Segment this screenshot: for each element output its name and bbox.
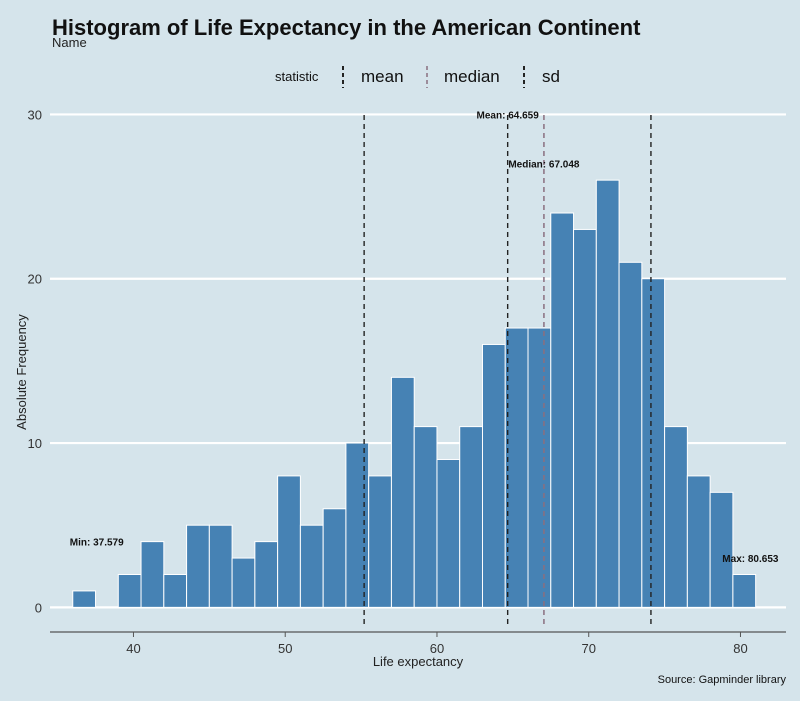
y-axis-title: Absolute Frequency: [14, 314, 29, 430]
legend: statistic mean median sd: [275, 66, 560, 88]
x-tick-label-70: 70: [581, 641, 595, 656]
histogram-bar-0: [72, 590, 97, 608]
annotation-1: Median: 67.048: [508, 160, 580, 171]
histogram-bar-20: [550, 212, 575, 608]
histogram-bar-3: [163, 573, 188, 608]
histogram-bar-24: [641, 278, 666, 608]
histogram-bar-11: [345, 442, 370, 608]
histogram-bar-12: [368, 475, 392, 608]
histogram-bar-15: [436, 458, 461, 608]
y-tick-label-10: 10: [28, 436, 42, 451]
annotation-2: Min: 37.579: [70, 538, 124, 549]
histogram-bar-8: [277, 475, 301, 608]
histogram-bar-10: [322, 508, 347, 608]
histogram-bar-16: [459, 426, 483, 608]
histogram-bar-27: [709, 491, 734, 608]
x-axis-title: Life expectancy: [373, 654, 464, 669]
legend-label-sd: sd: [542, 67, 560, 86]
histogram-bar-21: [573, 228, 597, 608]
histogram-bar-28: [732, 573, 757, 608]
histogram-bar-6: [231, 557, 256, 608]
x-tick-label-80: 80: [733, 641, 747, 656]
histogram-bar-9: [299, 524, 324, 608]
chart-subtitle: Name: [52, 35, 87, 50]
x-tick-label-50: 50: [278, 641, 292, 656]
y-tick-label-30: 30: [28, 107, 42, 122]
x-tick-label-60: 60: [430, 641, 444, 656]
y-tick-label-20: 20: [28, 272, 42, 287]
y-tick-label-0: 0: [35, 600, 42, 615]
histogram-bar-14: [413, 426, 438, 608]
annotation-0: Mean: 64.659: [477, 110, 540, 121]
histogram-bar-19: [527, 327, 552, 608]
histogram-bar-1: [117, 573, 142, 608]
legend-title: statistic: [275, 69, 319, 84]
histogram-bar-17: [481, 343, 506, 608]
histogram-bar-25: [664, 426, 688, 608]
histogram-bars: [72, 179, 757, 608]
histogram-bar-22: [595, 179, 620, 608]
histogram-bar-26: [686, 475, 711, 608]
histogram-bar-7: [254, 541, 279, 608]
histogram-bar-2: [140, 541, 165, 608]
x-tick-label-40: 40: [126, 641, 140, 656]
histogram-bar-18: [504, 327, 529, 608]
histogram-bar-5: [208, 524, 233, 608]
annotations: Mean: 64.659 Median: 67.048 Min: 37.579 Max…: [70, 110, 779, 565]
annotation-3: Max: 80.653: [722, 554, 779, 565]
chart-title: Histogram of Life Expectancy in the Amer…: [52, 15, 641, 40]
histogram-bar-23: [618, 261, 643, 608]
histogram-bar-4: [186, 524, 210, 608]
axes: 40 50 60 70 80 0 10 20 30: [28, 107, 786, 656]
legend-label-median: median: [444, 67, 500, 86]
statistic-lines: [363, 115, 652, 628]
legend-label-mean: mean: [361, 67, 404, 86]
caption: Source: Gapminder library: [658, 674, 787, 686]
histogram-bar-13: [390, 376, 415, 608]
